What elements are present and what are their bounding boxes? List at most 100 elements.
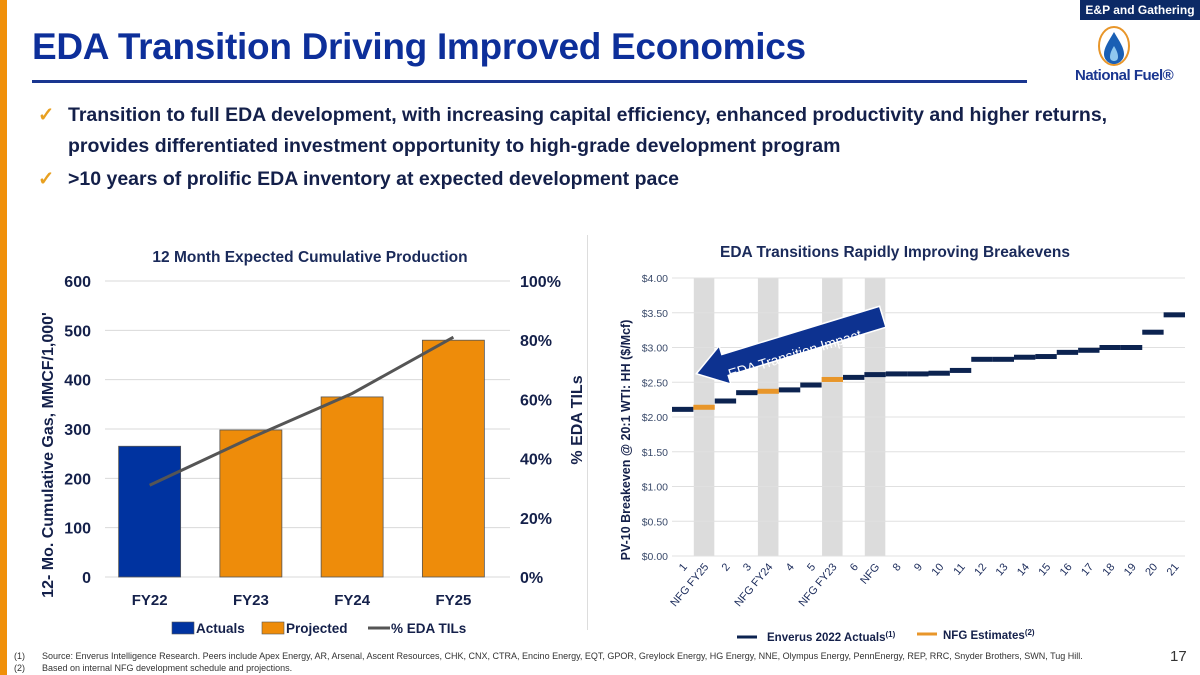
y-tick-label: $1.00 bbox=[642, 482, 668, 494]
legend-text: Enverus 2022 Actuals bbox=[767, 632, 885, 644]
chart-title: EDA Transitions Rapidly Improving Breake… bbox=[720, 244, 1070, 261]
footnote-number: (2) bbox=[14, 663, 25, 673]
breakeven-mark bbox=[1163, 312, 1185, 318]
breakeven-mark bbox=[778, 387, 801, 393]
breakeven-mark bbox=[885, 371, 908, 377]
x-tick-label: 10 bbox=[929, 561, 946, 578]
y2-tick-label: 0% bbox=[520, 570, 543, 587]
footnote: (1) Source: Enverus Intelligence Research… bbox=[14, 651, 1083, 661]
chart-title: 12 Month Expected Cumulative Production bbox=[152, 249, 467, 266]
bullet-text: >10 years of prolific EDA inventory at e… bbox=[68, 168, 680, 190]
x-tick-label: 19 bbox=[1122, 561, 1139, 578]
x-tick-label: NFG FY24 bbox=[732, 561, 775, 609]
y-tick-label: 200 bbox=[64, 471, 91, 488]
legend-label: Actuals bbox=[196, 621, 245, 636]
breakeven-mark bbox=[949, 367, 972, 373]
y2-axis-title: % EDA TILs bbox=[569, 375, 586, 464]
y-tick-label: 400 bbox=[64, 373, 91, 390]
x-tick-label: 16 bbox=[1058, 561, 1075, 578]
breakeven-mark bbox=[800, 382, 822, 388]
x-tick-label: NFG FY23 bbox=[797, 561, 840, 609]
bar-projected bbox=[320, 396, 384, 578]
y2-tick-label: 40% bbox=[520, 452, 552, 469]
breakeven-mark bbox=[1014, 354, 1036, 360]
breakeven-mark bbox=[736, 390, 758, 396]
y-tick-label: $1.50 bbox=[642, 447, 668, 459]
y-tick-label: $2.00 bbox=[642, 412, 668, 424]
breakeven-mark bbox=[757, 388, 779, 394]
breakeven-mark bbox=[864, 372, 886, 378]
breakeven-mark bbox=[1078, 347, 1100, 353]
y-tick-label: $2.50 bbox=[642, 377, 668, 389]
bar-projected bbox=[219, 429, 283, 578]
breakeven-mark bbox=[971, 356, 993, 362]
x-tick-label: 21 bbox=[1165, 561, 1182, 578]
y2-tick-label: 100% bbox=[520, 274, 561, 291]
breakeven-mark bbox=[672, 406, 694, 412]
y2-tick-label: 80% bbox=[520, 333, 552, 350]
logo-text: National Fuel® bbox=[1075, 67, 1174, 84]
page-title: EDA Transition Driving Improved Economic… bbox=[32, 26, 806, 67]
x-tick-label: 9 bbox=[912, 561, 925, 573]
breakeven-mark bbox=[714, 398, 737, 404]
x-tick-label: 3 bbox=[741, 561, 754, 573]
y-tick-label: $0.50 bbox=[642, 516, 668, 528]
bar-projected bbox=[421, 339, 485, 578]
x-tick-label: 15 bbox=[1036, 561, 1053, 578]
title-divider bbox=[32, 80, 1027, 83]
legend-label: Enverus 2022 Actuals(1) bbox=[767, 630, 896, 644]
x-tick-label: 1 bbox=[677, 561, 690, 573]
y-tick-label: 500 bbox=[64, 323, 91, 340]
y-tick-label: 100 bbox=[64, 521, 91, 538]
checkmark-icon: ✓ bbox=[38, 104, 55, 126]
x-tick-label: 12 bbox=[972, 561, 989, 578]
x-tick-label: 17 bbox=[1079, 561, 1096, 578]
x-tick-label: FY25 bbox=[435, 592, 471, 609]
x-tick-label: 6 bbox=[848, 561, 861, 573]
y-tick-label: $3.00 bbox=[642, 343, 668, 355]
x-tick-label: 11 bbox=[951, 561, 968, 577]
chart-divider bbox=[587, 235, 588, 630]
legend-superscript: (1) bbox=[885, 630, 895, 639]
y-tick-label: $0.00 bbox=[642, 551, 668, 563]
x-tick-label: 18 bbox=[1100, 561, 1117, 578]
x-tick-label: 13 bbox=[994, 561, 1011, 578]
legend-label: % EDA TILs bbox=[391, 621, 466, 636]
breakeven-mark bbox=[1056, 349, 1079, 355]
breakeven-mark bbox=[1120, 345, 1143, 350]
breakeven-mark bbox=[1035, 354, 1057, 360]
breakeven-mark bbox=[843, 374, 865, 380]
legend-text: NFG Estimates bbox=[943, 630, 1025, 642]
x-tick-label: FY23 bbox=[233, 592, 269, 609]
line-eda-tils bbox=[148, 335, 455, 487]
y-tick-label: 300 bbox=[64, 422, 91, 439]
legend-label: Projected bbox=[286, 621, 348, 636]
x-tick-label: NFG bbox=[858, 561, 882, 587]
x-tick-label: 4 bbox=[784, 561, 797, 573]
breakeven-mark bbox=[821, 376, 843, 382]
y-tick-label: 600 bbox=[64, 274, 91, 291]
x-tick-label: NFG FY25 bbox=[668, 561, 711, 609]
x-tick-label: 20 bbox=[1143, 561, 1160, 578]
breakeven-mark bbox=[1142, 329, 1164, 335]
legend-label: NFG Estimates(2) bbox=[943, 628, 1035, 642]
legend-swatch-icon bbox=[261, 621, 285, 635]
bar-actuals bbox=[118, 445, 182, 578]
footnote-text: Source: Enverus Intelligence Research. P… bbox=[42, 651, 1083, 661]
x-tick-label: 5 bbox=[805, 561, 818, 573]
national-fuel-logo-icon bbox=[1098, 26, 1130, 66]
breakeven-mark bbox=[928, 370, 950, 376]
breakeven-mark bbox=[693, 404, 715, 410]
checkmark-icon: ✓ bbox=[38, 168, 55, 190]
y-tick-label: 0 bbox=[82, 570, 91, 587]
breakeven-mark bbox=[992, 356, 1014, 362]
bullet-text: Transition to full EDA development, with… bbox=[68, 104, 1108, 126]
x-tick-label: 8 bbox=[891, 561, 904, 573]
eda-transition-arrow-icon bbox=[695, 305, 887, 386]
footnote-text: Based on internal NFG development schedu… bbox=[42, 663, 293, 673]
y-axis-title: 12- Mo. Cumulative Gas, MMCF/1,000' bbox=[40, 312, 57, 598]
y-tick-label: $3.50 bbox=[642, 308, 668, 320]
x-tick-label: FY22 bbox=[132, 592, 168, 609]
x-tick-label: FY24 bbox=[334, 592, 371, 609]
